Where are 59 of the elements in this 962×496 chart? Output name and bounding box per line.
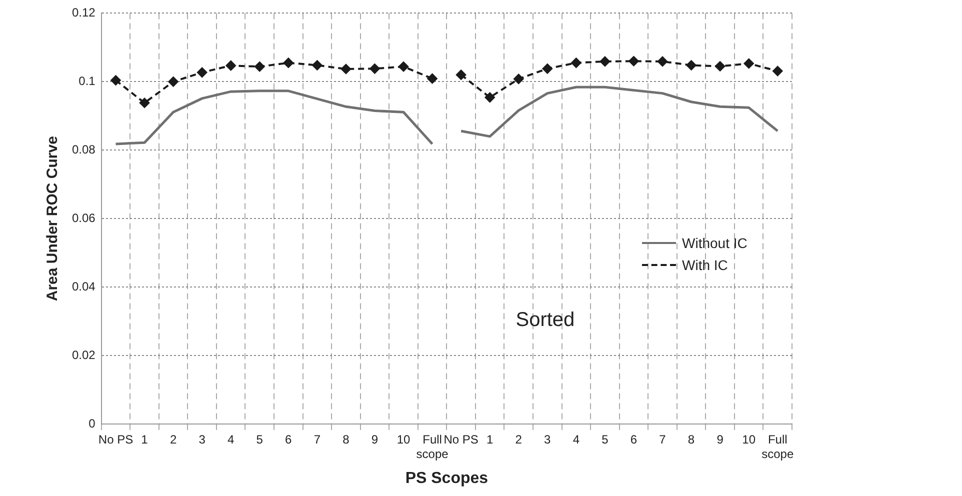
x-tick-label: No PS	[444, 432, 478, 447]
point	[254, 62, 265, 72]
x-axis-title: PS Scopes	[405, 470, 488, 487]
y-tick-label: 0.12	[72, 6, 96, 20]
y-tick-label: 0	[88, 416, 96, 430]
x-tick-label: 8	[342, 432, 350, 447]
x-tick-label: No PS	[98, 432, 134, 447]
x-tick-label: 2	[170, 432, 177, 447]
point	[312, 60, 322, 70]
y-tick-label: 0.06	[72, 210, 96, 225]
legend-label: Without IC	[682, 234, 748, 251]
point	[542, 64, 552, 74]
point	[686, 60, 696, 70]
x-tick-label: 8	[688, 432, 695, 447]
point	[140, 98, 150, 108]
legend-label: With IC	[682, 256, 728, 273]
x-tick-label: 3	[544, 432, 552, 447]
point	[484, 92, 495, 102]
y-tick-label: 0.08	[72, 142, 96, 156]
point	[744, 58, 754, 69]
x-tick-label: 10	[742, 432, 756, 447]
point	[571, 58, 582, 68]
point	[715, 61, 726, 72]
point	[658, 56, 668, 66]
x-tick-label: 7	[659, 432, 666, 447]
x-tick-label: 7	[314, 432, 321, 447]
point	[772, 66, 783, 76]
x-tick-label: 5	[256, 432, 264, 447]
x-tick-label: 9	[716, 432, 724, 447]
x-tick-label: 4	[228, 432, 235, 447]
x-tick-label: 10	[396, 432, 411, 447]
point	[398, 62, 409, 72]
point	[340, 64, 351, 74]
x-tick-label: 1	[486, 432, 494, 447]
y-tick-label: 0.1	[78, 74, 96, 88]
point	[456, 70, 466, 80]
point	[370, 64, 380, 74]
point	[168, 76, 178, 87]
y-axis-title: Area Under ROC Curve	[44, 136, 62, 302]
y-tick-label: 0.04	[72, 279, 96, 294]
point	[628, 56, 639, 66]
x-tick-label: 4	[572, 432, 580, 447]
x-tick-label: 6	[630, 432, 638, 447]
y-tick-label: 0.02	[72, 348, 96, 362]
x-tick-label: 5	[602, 432, 609, 447]
x-tick-label: 9	[371, 432, 378, 447]
x-tick-label: 3	[198, 432, 206, 447]
point	[427, 74, 438, 84]
annotation: Sorted	[516, 308, 575, 332]
point	[110, 75, 121, 86]
x-tick-label: Full scope	[762, 432, 794, 461]
x-tick-label: 6	[285, 432, 292, 447]
point	[600, 56, 610, 66]
x-tick-label: 1	[141, 432, 148, 447]
point	[197, 67, 208, 78]
x-tick-label: 2	[515, 432, 522, 447]
point	[283, 58, 294, 68]
point	[514, 74, 524, 84]
point	[226, 60, 236, 71]
